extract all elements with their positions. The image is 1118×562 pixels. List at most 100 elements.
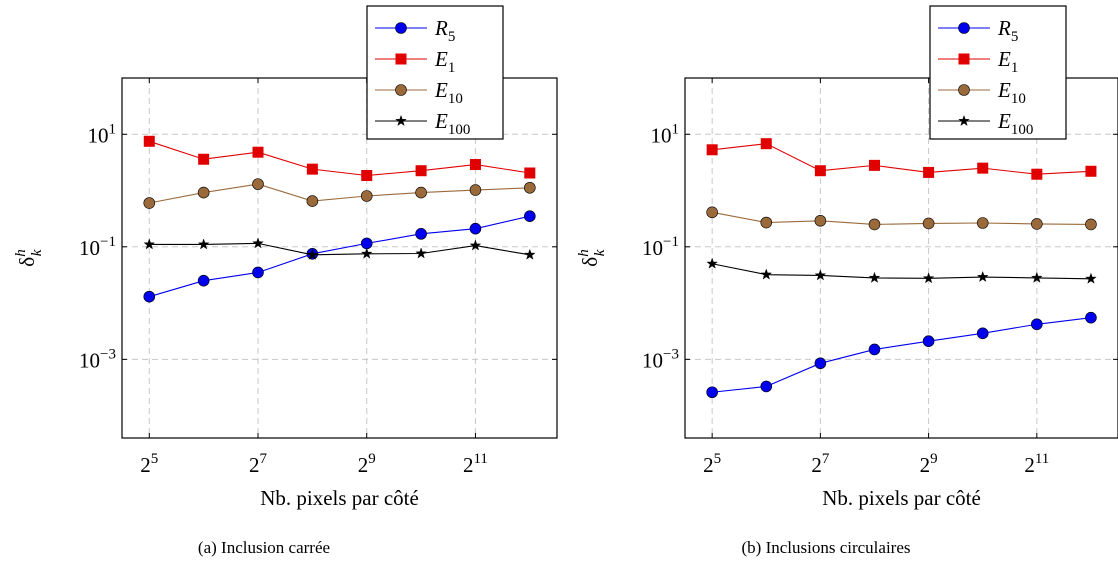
y-tick-base: 10	[79, 348, 100, 372]
legend-label-main: E	[997, 109, 1011, 133]
x-tick-label: 211	[463, 451, 488, 477]
series-line	[149, 242, 530, 256]
data-point	[814, 214, 827, 227]
x-tick-base: 2	[1024, 453, 1035, 477]
data-point	[306, 195, 319, 207]
data-point	[360, 190, 373, 202]
legend-marker	[958, 84, 970, 96]
data-point	[1031, 318, 1043, 331]
series-line	[712, 317, 1092, 393]
data-point	[143, 290, 156, 303]
x-tick-exponent: 5	[151, 451, 159, 467]
data-point	[143, 135, 155, 147]
plot-frame	[684, 77, 1118, 439]
data-point	[1085, 165, 1097, 177]
data-point	[760, 216, 773, 229]
data-point	[760, 268, 773, 280]
x-tick-exponent: 11	[1035, 451, 1049, 467]
data-point	[922, 217, 935, 230]
x-tick-base: 2	[463, 453, 474, 477]
series-e1	[143, 135, 536, 182]
series-e10	[706, 206, 1097, 231]
legend-marker	[395, 22, 407, 34]
data-point	[469, 222, 482, 235]
x-tick-label: 27	[249, 451, 268, 477]
data-point	[814, 165, 826, 177]
legend-item: R5	[938, 16, 1018, 45]
y-tick-base: 10	[642, 348, 663, 372]
x-tick-exponent: 5	[714, 451, 722, 467]
data-point	[976, 217, 989, 229]
x-tick-base: 2	[703, 453, 714, 477]
y-tick-label: 10−3	[79, 346, 116, 372]
figure-caption: (b) Inclusions circulaires	[742, 538, 911, 557]
data-point	[415, 186, 427, 199]
series-line	[149, 183, 530, 204]
y-axis-label-symbol: δ	[578, 257, 602, 267]
y-tick-exponent: −3	[100, 346, 116, 362]
x-tick-exponent: 11	[473, 451, 487, 467]
data-point	[868, 271, 881, 283]
data-point	[306, 163, 318, 175]
y-tick-exponent: −1	[663, 234, 679, 250]
y-tick-base: 10	[88, 123, 109, 147]
legend-label-main: E	[997, 78, 1011, 102]
data-point	[197, 186, 210, 199]
legend-marker	[395, 53, 407, 65]
x-tick-base: 2	[811, 453, 822, 477]
legend-label: E1	[434, 47, 455, 76]
x-tick-label: 211	[1024, 451, 1049, 477]
series-line	[149, 140, 530, 177]
data-point	[415, 228, 427, 240]
legend-item: E1	[938, 47, 1018, 76]
legend-label-sub: 100	[448, 122, 471, 138]
data-point	[706, 206, 718, 219]
data-point	[360, 237, 373, 250]
series-r5	[143, 210, 536, 303]
data-point	[1031, 218, 1043, 230]
legend-label-main: R	[434, 16, 448, 40]
data-point	[868, 343, 881, 356]
legend-label: E10	[434, 78, 463, 107]
data-point	[415, 165, 427, 177]
legend-marker	[958, 114, 970, 126]
y-tick-label: 101	[651, 121, 680, 147]
data-point	[814, 357, 827, 370]
data-point	[252, 178, 264, 190]
y-tick-base: 10	[651, 123, 672, 147]
data-point	[197, 238, 210, 250]
legend-label-sub: 1	[1011, 60, 1019, 76]
series-line	[149, 215, 530, 298]
legend-item: E100	[375, 109, 470, 138]
legend-label: E100	[997, 109, 1033, 138]
x-tick-label: 27	[811, 451, 830, 477]
data-point	[814, 269, 827, 281]
x-tick-exponent: 9	[368, 451, 376, 467]
x-tick-label: 25	[703, 451, 721, 477]
data-point	[197, 274, 210, 287]
data-point	[706, 144, 718, 156]
x-axis-label: Nb. pixels par côté	[260, 486, 419, 510]
data-point	[252, 237, 264, 249]
y-tick-label: 10−1	[79, 234, 116, 260]
legend-item: E1	[375, 47, 455, 76]
data-point	[252, 266, 264, 279]
figure-caption: (a) Inclusion carrée	[198, 538, 330, 557]
legend-marker	[958, 22, 970, 34]
y-tick-label: 101	[88, 121, 117, 147]
legend-label-main: E	[434, 47, 448, 71]
y-tick-exponent: −3	[663, 346, 679, 362]
series-e100	[143, 237, 536, 260]
data-point	[143, 238, 156, 250]
data-point	[524, 210, 536, 222]
legend-label-sub: 5	[448, 29, 456, 45]
legend-label: R5	[434, 16, 455, 45]
data-point	[1031, 168, 1043, 180]
data-point	[706, 386, 718, 399]
series-e1	[706, 138, 1097, 180]
series-line	[712, 263, 1091, 280]
